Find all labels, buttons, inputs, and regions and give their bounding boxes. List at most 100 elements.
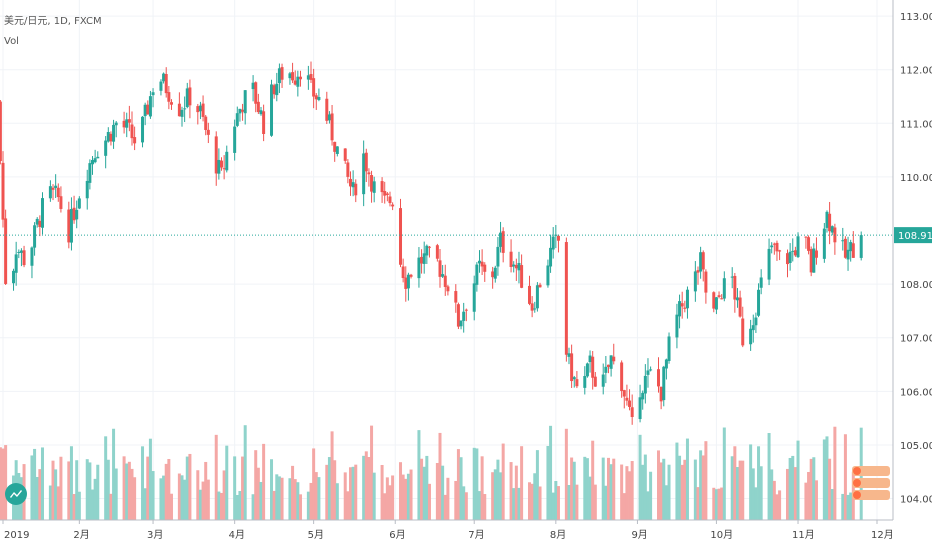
volume-bar — [472, 447, 476, 520]
candle-body — [585, 363, 589, 377]
candle-body — [720, 298, 724, 300]
candle-body — [104, 140, 108, 156]
candle-body — [643, 375, 647, 394]
volume-bar — [201, 481, 205, 520]
candle-body — [483, 264, 487, 272]
price-axis[interactable]: 113.000 112.000 111.000 110.000 108.000 107.0… — [900, 12, 932, 505]
x-tick-label: 7月 — [468, 529, 484, 541]
volume-bar — [822, 439, 826, 520]
volume-bar — [446, 477, 450, 520]
candle-body — [85, 180, 89, 199]
tradingview-logo[interactable] — [5, 483, 27, 505]
volume-bar — [564, 428, 568, 520]
volume-bar — [533, 473, 537, 520]
candle-body — [77, 198, 81, 209]
candle-body — [420, 256, 424, 264]
volume-bar — [85, 459, 89, 520]
candle-body — [630, 407, 634, 418]
candle-body — [675, 314, 679, 338]
x-tick-label: 11月 — [792, 529, 815, 541]
candle-body — [622, 390, 626, 397]
volume-bar — [125, 463, 129, 520]
candle-body — [112, 124, 116, 142]
candle-body — [306, 75, 310, 80]
volume-bar — [56, 486, 60, 520]
volume-bar — [217, 491, 221, 520]
candle-body — [317, 96, 321, 100]
candle-body — [427, 246, 431, 248]
candle-body — [572, 377, 576, 380]
volume-bar — [809, 458, 813, 520]
candle-body — [496, 246, 500, 267]
candle-body — [683, 307, 687, 309]
candle-body — [72, 207, 76, 221]
candle-body — [701, 252, 705, 270]
volume-bar — [114, 468, 118, 520]
volume-bar — [491, 472, 495, 520]
candle-body — [272, 85, 276, 95]
volume-bar — [438, 432, 442, 520]
candle-body — [280, 67, 284, 80]
candle-body — [143, 104, 147, 117]
candle-body — [217, 159, 221, 174]
volume-bar — [657, 450, 660, 520]
candle-body — [96, 156, 100, 159]
candle-body — [109, 133, 113, 142]
candle-body — [814, 250, 818, 258]
candle-body — [385, 193, 389, 195]
candle-body — [812, 248, 816, 273]
candle-body — [30, 247, 34, 266]
volume-bar — [254, 450, 258, 520]
volume-bar — [828, 458, 832, 520]
volume-bar — [630, 461, 634, 520]
candle-body — [114, 122, 118, 126]
volume-bar — [517, 487, 521, 520]
volume-bar — [109, 493, 113, 520]
candle-body — [606, 364, 610, 367]
volume-bar — [1, 448, 5, 520]
volume-bar — [251, 494, 255, 520]
volume-bar — [733, 446, 737, 520]
time-axis[interactable]: 2019 2月 3月 4月 5月 6月 7月 8月 9月 10月 11月 12月 — [2, 520, 894, 541]
candle-body — [348, 178, 352, 187]
candle-body — [649, 369, 653, 371]
volume-bar — [475, 448, 479, 520]
volume-bar — [225, 445, 229, 520]
candle-body — [399, 208, 403, 265]
volume-bar — [459, 457, 463, 520]
volume-bar — [683, 459, 687, 520]
volume-bar — [770, 469, 774, 520]
y-tick-label: 108.000 — [900, 280, 932, 291]
volume-bar — [383, 493, 387, 520]
candle-body — [680, 303, 684, 307]
volume-bar — [59, 456, 63, 520]
candle-body — [593, 376, 597, 387]
candle-body — [201, 103, 205, 117]
candle-body — [204, 116, 208, 130]
volume-bar — [804, 482, 808, 520]
volume-bar — [649, 471, 653, 520]
volume-bar — [583, 456, 587, 520]
volume-bar — [512, 488, 516, 520]
candle-body — [685, 289, 689, 309]
volume-bar — [130, 468, 134, 520]
candle-body — [75, 209, 79, 220]
candle-body — [767, 248, 771, 280]
candle-body — [241, 109, 245, 112]
volume-bar — [480, 456, 484, 520]
candle-body — [851, 243, 855, 258]
volume-bar — [530, 483, 534, 520]
candle-body — [556, 235, 560, 241]
candle-body — [406, 274, 410, 289]
candle-body — [699, 252, 703, 272]
candle-body — [251, 82, 255, 90]
candle-body — [422, 253, 426, 264]
candle-body — [59, 196, 63, 209]
volume-bar — [464, 492, 468, 520]
volume-bar — [93, 478, 97, 520]
volume-bar — [425, 455, 429, 520]
candle-body — [770, 245, 774, 248]
candle-body — [404, 277, 408, 289]
candle-body — [785, 253, 789, 265]
